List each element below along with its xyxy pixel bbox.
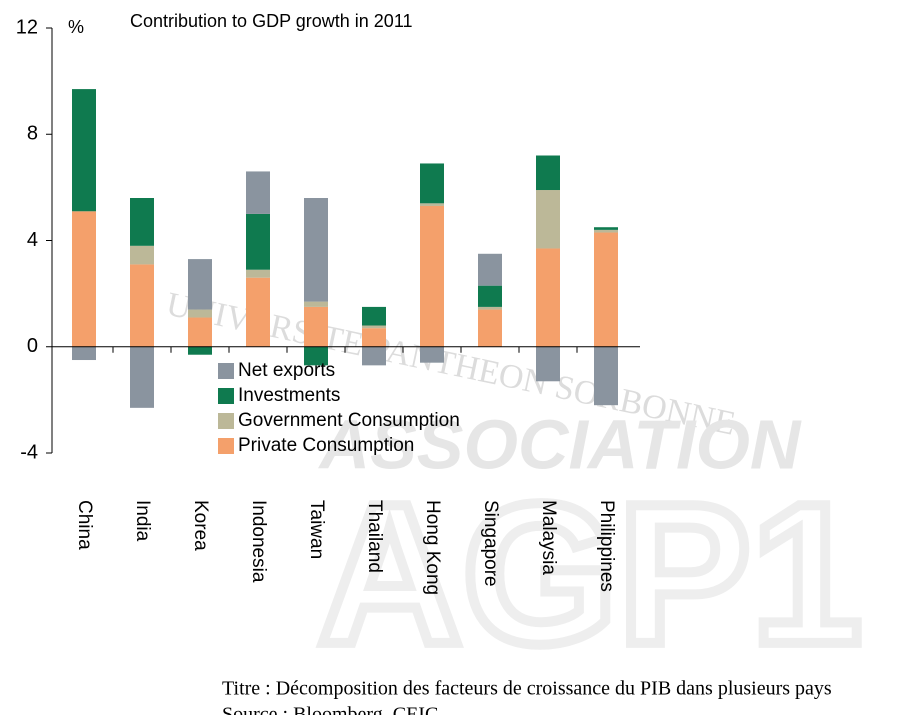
chart: UNIVERSITE PANTHEON SORBONNE ASSOCIATION… (0, 0, 898, 715)
watermark-logo: AGP1 (318, 463, 863, 686)
x-tick-label: India (132, 500, 153, 542)
bar-segment (304, 198, 328, 302)
x-tick-label: Thailand (364, 500, 385, 573)
x-tick-label: Philippines (596, 500, 617, 592)
bar-segment (478, 307, 502, 310)
legend-label: Net exports (238, 360, 335, 381)
bar-segment (362, 347, 386, 366)
legend-label: Government Consumption (238, 410, 460, 431)
bar-segment (72, 211, 96, 346)
bar-segment (362, 328, 386, 347)
legend-label: Investments (238, 385, 340, 406)
legend-swatch (218, 438, 234, 454)
bar-segment (188, 318, 212, 347)
bar-segment (478, 254, 502, 286)
legend-swatch (218, 388, 234, 404)
y-tick-label: 8 (27, 123, 38, 145)
bar-segment (188, 347, 212, 355)
bar-segment (246, 171, 270, 214)
bar-segment (188, 259, 212, 309)
x-tick-label: China (74, 500, 95, 550)
x-tick-label: Korea (190, 500, 211, 551)
legend-label: Private Consumption (238, 435, 414, 456)
bar-segment (536, 190, 560, 248)
bar-segment (594, 233, 618, 347)
bar-segment (478, 286, 502, 307)
legend-swatch (218, 363, 234, 379)
bar-segment (72, 89, 96, 211)
y-tick-label: -4 (20, 441, 38, 463)
bar-segment (594, 347, 618, 405)
chart-title: Contribution to GDP growth in 2011 (130, 11, 413, 31)
bar-segment (536, 248, 560, 346)
bar-segment (304, 307, 328, 347)
bar-segment (594, 227, 618, 230)
bar-segment (246, 270, 270, 278)
bar-segment (304, 302, 328, 307)
legend-swatch (218, 413, 234, 429)
bar-segment (72, 347, 96, 360)
bar-segment (362, 326, 386, 329)
x-tick-label: Hong Kong (422, 500, 443, 595)
bar-segment (536, 156, 560, 191)
bar-segment (130, 264, 154, 346)
y-tick-label: 4 (27, 229, 38, 251)
x-tick-label: Indonesia (248, 500, 269, 583)
y-axis-unit: % (68, 17, 84, 37)
x-tick-label: Taiwan (306, 500, 327, 559)
bar-segment (420, 203, 444, 206)
bar-segment (420, 163, 444, 203)
bar-segment (420, 206, 444, 347)
bar-segment (536, 347, 560, 382)
bar-segment (246, 278, 270, 347)
bar-segment (130, 347, 154, 408)
bar-segment (362, 307, 386, 326)
bar-segment (188, 310, 212, 318)
x-tick-label: Malaysia (538, 500, 559, 575)
y-tick-label: 0 (27, 335, 38, 357)
bar-segment (130, 246, 154, 265)
bar-segment (420, 347, 444, 363)
x-tick-label: Singapore (480, 500, 501, 587)
bar-segment (246, 214, 270, 270)
caption-source: Source : Bloomberg, CEIC (222, 704, 438, 715)
bar-segment (594, 230, 618, 233)
bar-segment (130, 198, 154, 246)
y-tick-label: 12 (16, 16, 38, 38)
caption-title: Titre : Décomposition des facteurs de cr… (222, 678, 832, 700)
bar-segment (478, 310, 502, 347)
